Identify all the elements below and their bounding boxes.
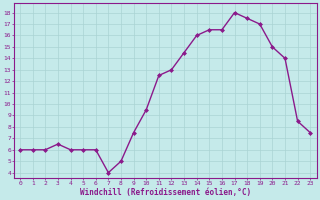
X-axis label: Windchill (Refroidissement éolien,°C): Windchill (Refroidissement éolien,°C) [80, 188, 251, 197]
